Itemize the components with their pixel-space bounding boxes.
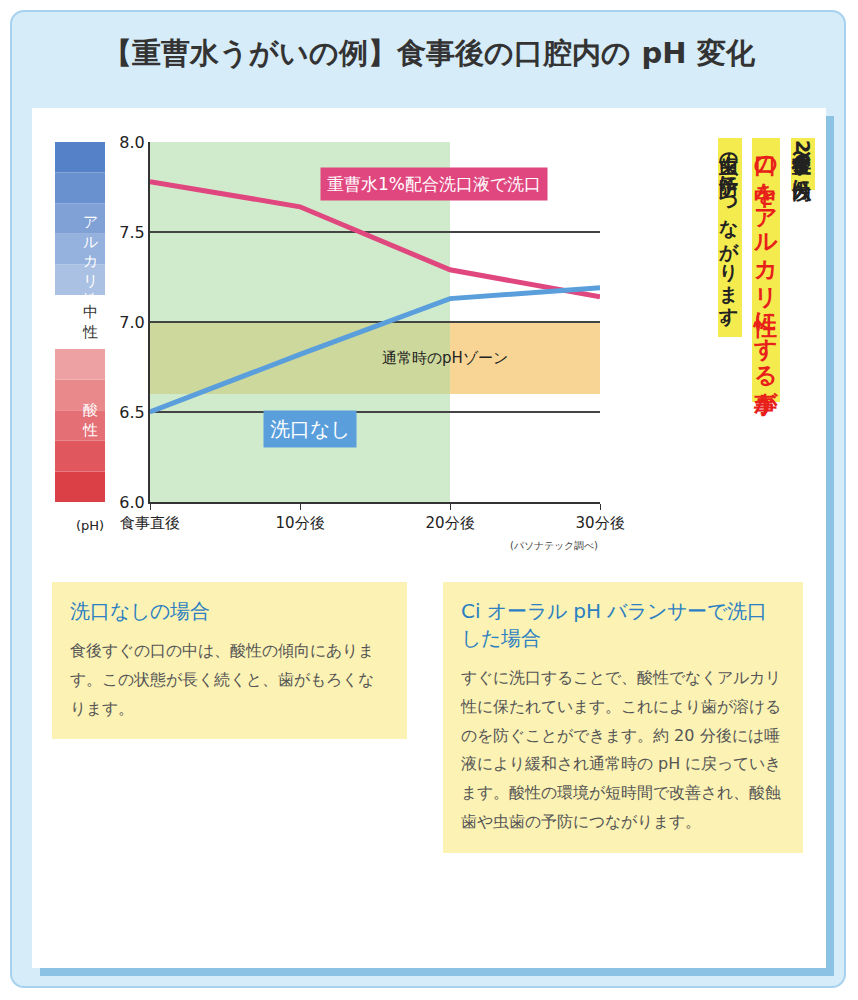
svg-text:30分後: 30分後	[575, 514, 624, 532]
svg-text:重曹水1%配合洗口液で洗口: 重曹水1%配合洗口液で洗口	[327, 174, 541, 194]
svg-text:7.0: 7.0	[119, 313, 144, 332]
svg-text:食事直後: 食事直後	[120, 514, 180, 532]
svg-text:6.5: 6.5	[119, 403, 144, 422]
svg-text:(パソナテック調べ): (パソナテック調べ)	[510, 540, 598, 551]
html-text:洗口なしの場合: 洗口なしの場合	[70, 599, 210, 623]
html-text:【重曹水うがいの例】食事後の口腔内の pH 変化: 【重曹水うがいの例】食事後の口腔内の pH 変化	[103, 36, 755, 70]
svg-text:6.0: 6.0	[119, 493, 144, 512]
html-text:食後すぐの口の中は、酸性の傾向にあります。この状態が長く続く: 食後すぐの口の中は、酸性の傾向にあります。この状態が長く続くと、歯がもろくなりま…	[70, 641, 374, 718]
html-text:すぐに洗口することで、酸性でなくアルカリ性に保たれています。: すぐに洗口することで、酸性でなくアルカリ性に保たれています。これにより歯が溶ける…	[461, 668, 782, 831]
svg-text:(pH): (pH)	[76, 518, 104, 533]
svg-text:20分後: 20分後	[425, 514, 474, 532]
html-text:口の中をアルカリ性にする事が: 口の中をアルカリ性にする事が	[753, 140, 780, 400]
svg-text:10分後: 10分後	[275, 514, 324, 532]
html-text:食事後直後〜20分以内に: 食事後直後〜20分以内に	[792, 140, 814, 189]
svg-text:アルカリ性: アルカリ性	[82, 213, 98, 309]
svg-text:中性: 中性	[82, 303, 98, 341]
svg-text:酸性: 酸性	[82, 401, 98, 439]
svg-text:8.0: 8.0	[119, 133, 144, 152]
svg-text:7.5: 7.5	[119, 223, 144, 242]
svg-text:通常時のpHゾーン: 通常時のpHゾーン	[382, 349, 508, 367]
html-text:Ci オーラル pH バランサーで洗口した場合: Ci オーラル pH バランサーで洗口した場合	[461, 599, 768, 650]
html-text:虫歯の予防につながります。: 虫歯の予防につながります。	[719, 140, 742, 335]
svg-text:洗口なし: 洗口なし	[270, 417, 350, 441]
